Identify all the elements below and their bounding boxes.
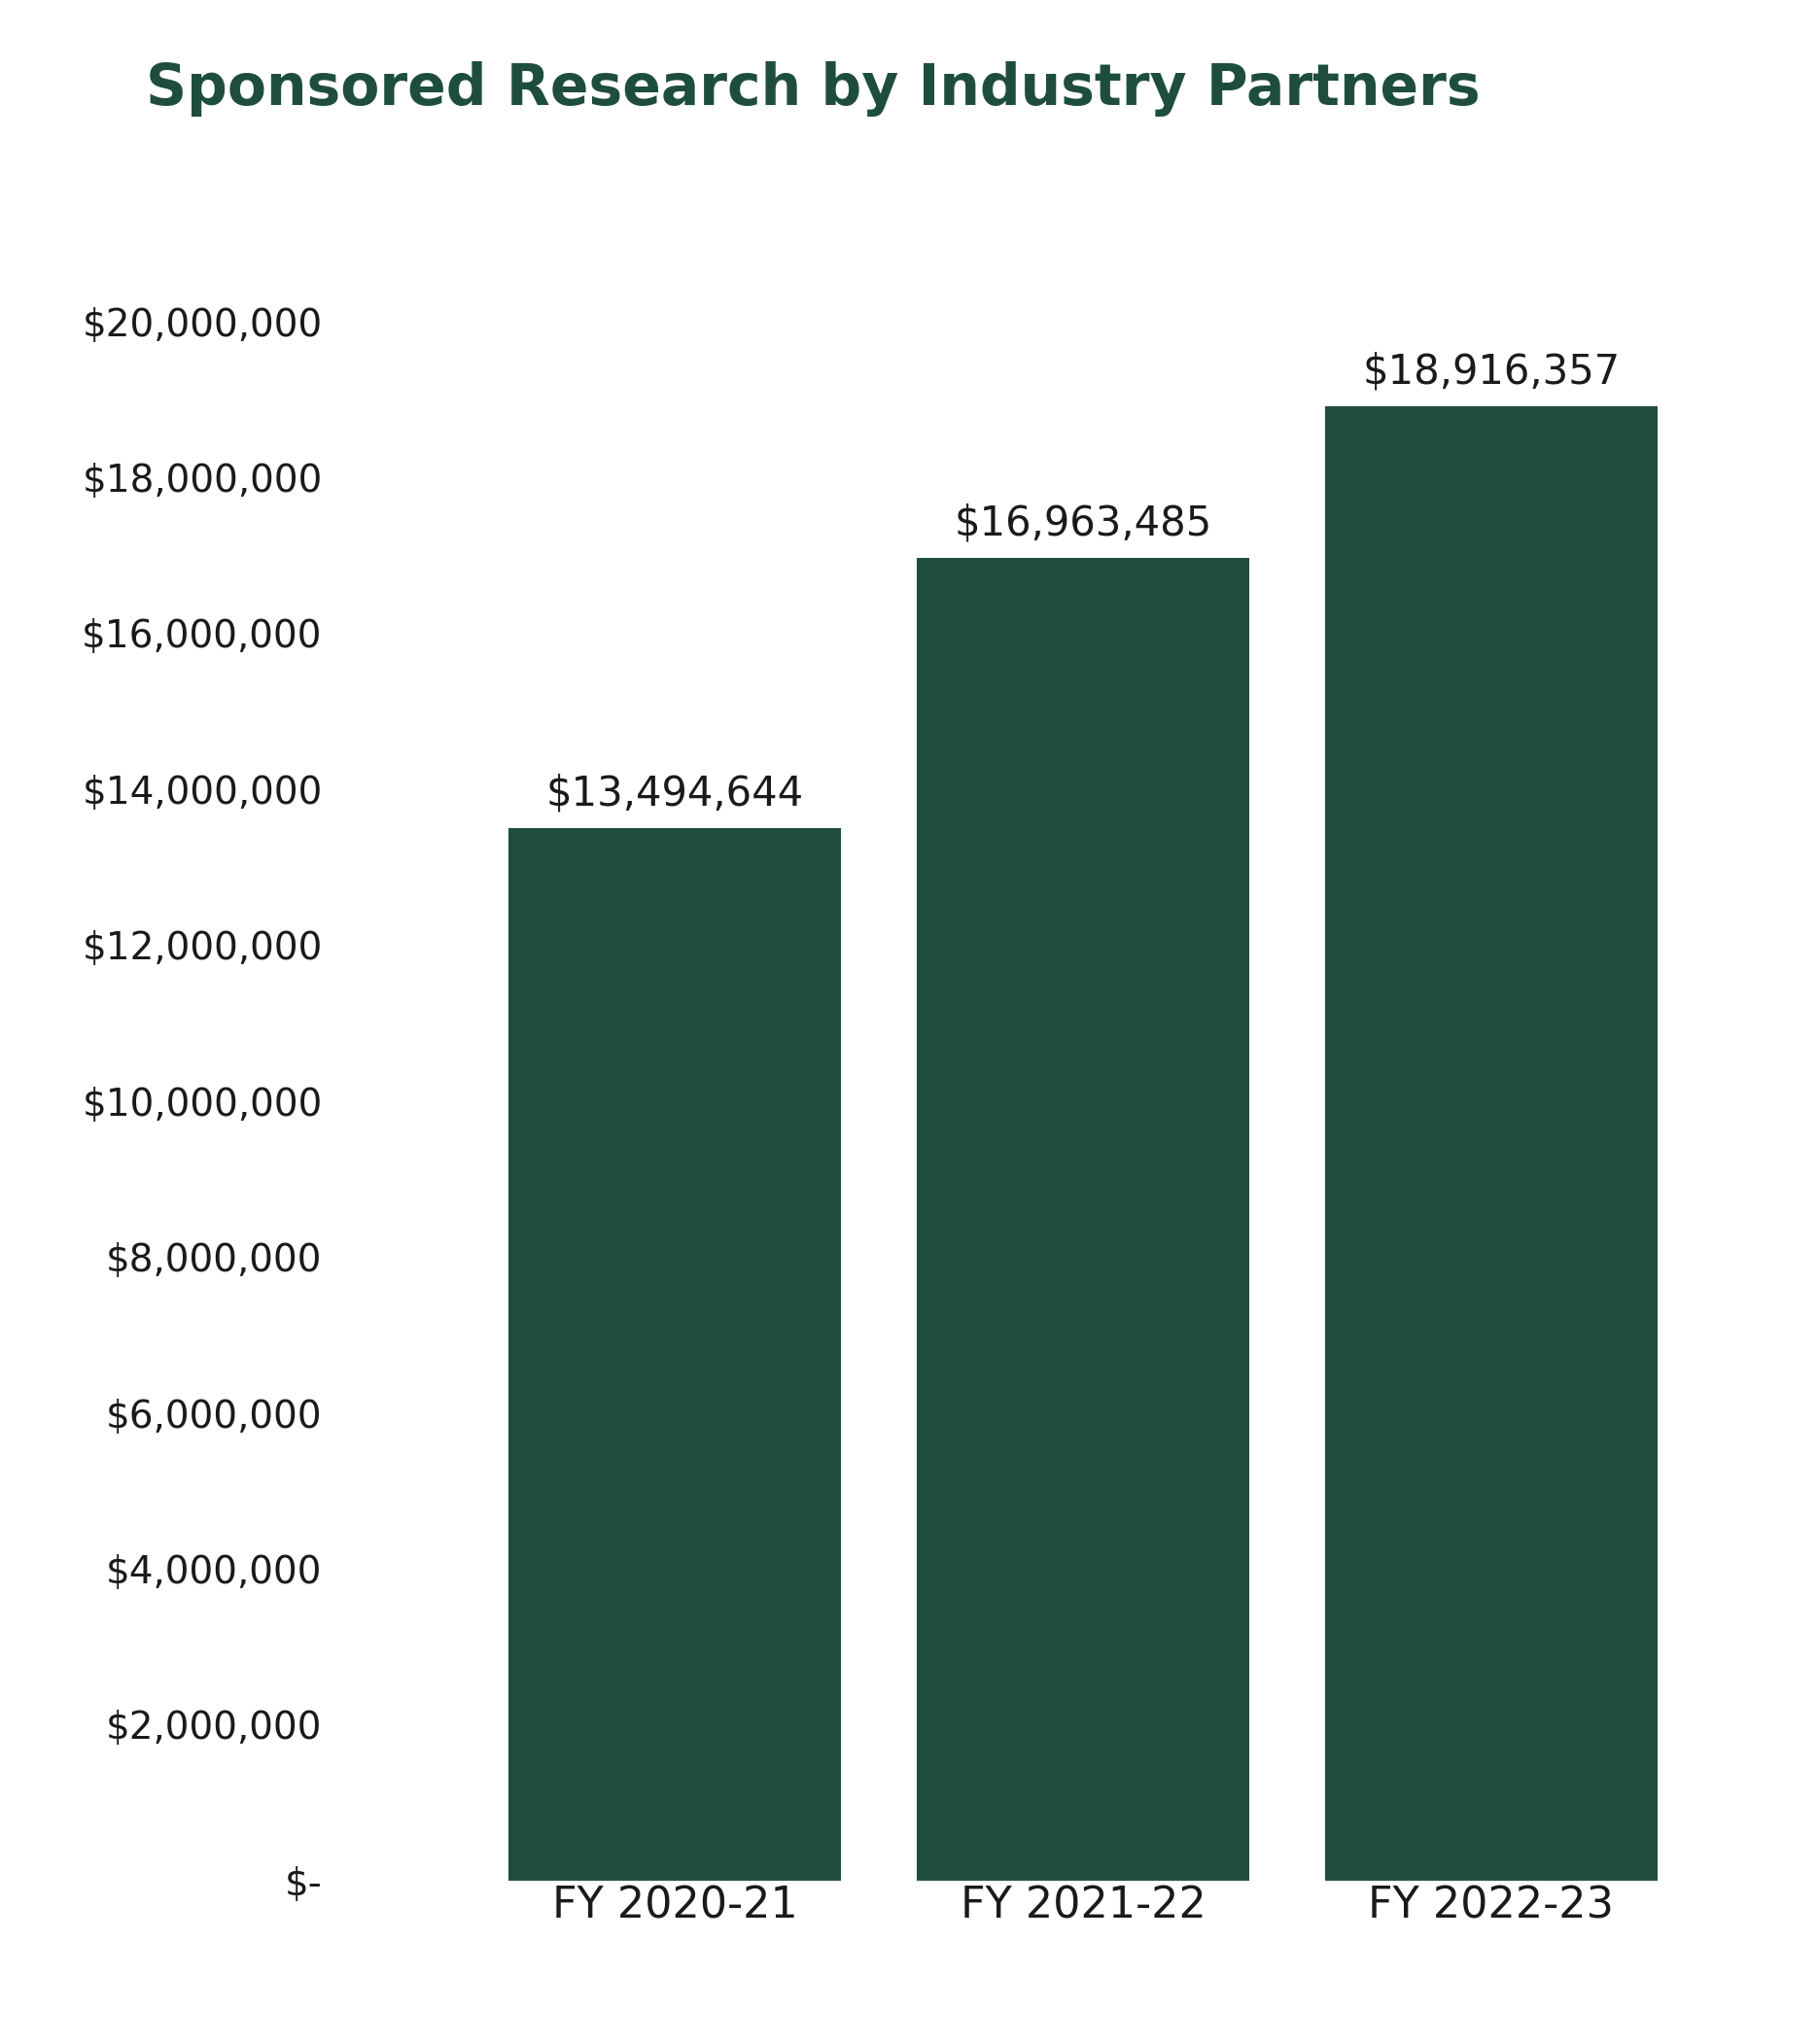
Text: $16,963,485: $16,963,485 — [954, 503, 1213, 544]
Bar — [916, 558, 1249, 1880]
Text: Sponsored Research by Industry Partners: Sponsored Research by Industry Partners — [145, 61, 1480, 117]
Text: $18,916,357: $18,916,357 — [1362, 352, 1620, 392]
Text: $13,494,644: $13,494,644 — [545, 773, 804, 814]
Bar — [509, 828, 842, 1880]
Bar — [1325, 407, 1658, 1880]
